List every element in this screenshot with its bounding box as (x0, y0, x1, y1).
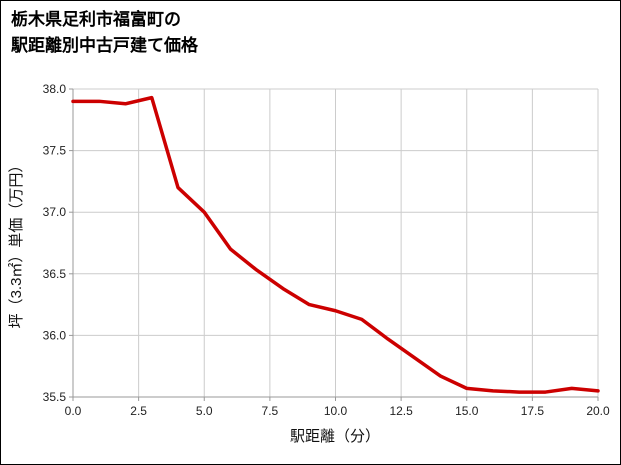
svg-text:10.0: 10.0 (324, 404, 348, 418)
svg-text:20.0: 20.0 (586, 404, 610, 418)
tick-marks (69, 88, 599, 401)
chart-title: 栃木県足利市福富町の 駅距離別中古戸建て価格 (11, 7, 198, 59)
svg-text:2.5: 2.5 (130, 404, 147, 418)
svg-text:0.0: 0.0 (65, 404, 82, 418)
svg-text:36.5: 36.5 (43, 267, 67, 281)
y-tick-labels: 35.5 36.0 36.5 37.0 37.5 38.0 (43, 82, 67, 404)
gridlines (72, 88, 599, 398)
svg-text:37.5: 37.5 (43, 144, 67, 158)
svg-text:5.0: 5.0 (196, 404, 213, 418)
x-axis-label: 駅距離（分） (290, 427, 380, 445)
svg-text:15.0: 15.0 (455, 404, 479, 418)
y-axis-label: 坪（3.3㎡）単価（万円） (8, 158, 25, 329)
svg-text:35.5: 35.5 (43, 390, 67, 404)
svg-text:38.0: 38.0 (43, 82, 67, 96)
svg-text:37.0: 37.0 (43, 205, 67, 219)
svg-text:12.5: 12.5 (389, 404, 413, 418)
x-tick-labels: 0.0 2.5 5.0 7.5 10.0 12.5 15.0 17.5 20.0 (65, 404, 610, 418)
data-series (71, 95, 600, 394)
svg-text:36.0: 36.0 (43, 328, 67, 342)
svg-text:7.5: 7.5 (262, 404, 279, 418)
chart-title-line2: 駅距離別中古戸建て価格 (11, 36, 198, 55)
plot-area: 0.0 2.5 5.0 7.5 10.0 12.5 15.0 17.5 20.0 35.5 36.0… (43, 82, 610, 418)
svg-text:17.5: 17.5 (521, 404, 545, 418)
chart-title-line1: 栃木県足利市福富町の (11, 10, 181, 29)
